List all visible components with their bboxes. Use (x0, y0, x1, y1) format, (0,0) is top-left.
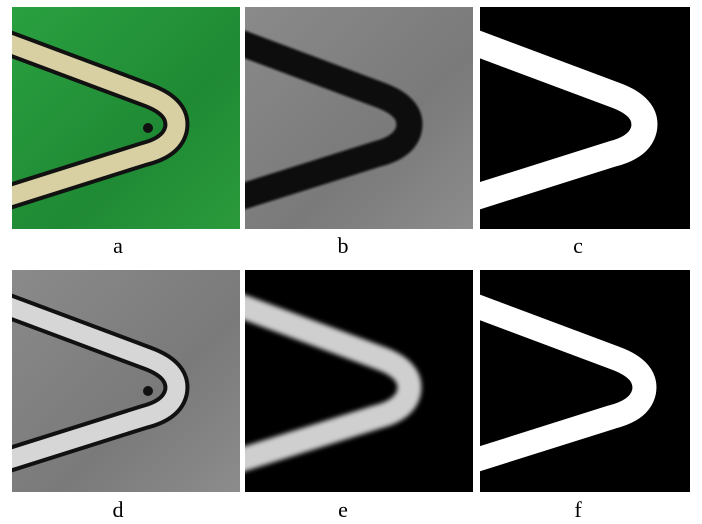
panel-f-image (460, 270, 702, 492)
panel-label: a (113, 233, 123, 258)
margin (690, 0, 702, 524)
panel-b-image (225, 7, 473, 229)
panel-a-image (0, 7, 240, 229)
panel-label: c (573, 233, 583, 258)
page: a b c d e f (() => { const data = JSON.p… (0, 0, 702, 524)
panel-d-image (0, 270, 240, 492)
panel-label: f (574, 497, 582, 522)
panel-label: e (338, 497, 348, 522)
panel-label: d (113, 497, 124, 522)
panel-label: b (338, 233, 349, 258)
panel-e-image (225, 270, 473, 492)
panel-c-image (460, 7, 702, 229)
figure: a b c d e f (0, 0, 702, 524)
